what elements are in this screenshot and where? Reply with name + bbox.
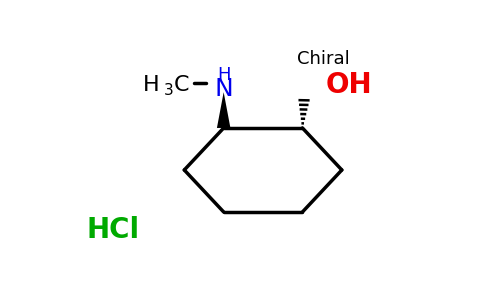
Text: Chiral: Chiral <box>297 50 349 68</box>
Text: H: H <box>143 74 160 94</box>
Text: C: C <box>174 74 190 94</box>
Text: OH: OH <box>326 70 373 98</box>
Text: HCl: HCl <box>87 216 140 244</box>
Text: H: H <box>217 66 230 84</box>
Text: N: N <box>214 77 233 101</box>
Text: 3: 3 <box>164 83 173 98</box>
Polygon shape <box>217 92 230 128</box>
